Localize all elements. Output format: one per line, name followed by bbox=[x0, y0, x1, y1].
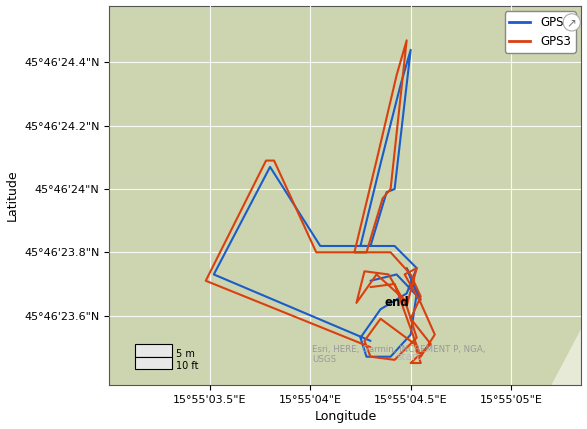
Polygon shape bbox=[455, 328, 582, 385]
Text: end: end bbox=[384, 296, 409, 309]
Bar bbox=[136, 356, 171, 369]
Text: 10 ft: 10 ft bbox=[176, 361, 198, 371]
Bar bbox=[136, 344, 171, 356]
Y-axis label: Latitude: Latitude bbox=[5, 169, 19, 221]
Legend: GPS, GPS3: GPS, GPS3 bbox=[505, 12, 575, 53]
Text: 5 m: 5 m bbox=[176, 348, 194, 359]
Text: start: start bbox=[397, 352, 421, 362]
X-axis label: Longitude: Longitude bbox=[314, 411, 376, 423]
Text: ↗: ↗ bbox=[567, 16, 576, 29]
Text: Esri, HERE, Garmin, INCREMENT P, NGA,
USGS: Esri, HERE, Garmin, INCREMENT P, NGA, US… bbox=[312, 345, 485, 364]
